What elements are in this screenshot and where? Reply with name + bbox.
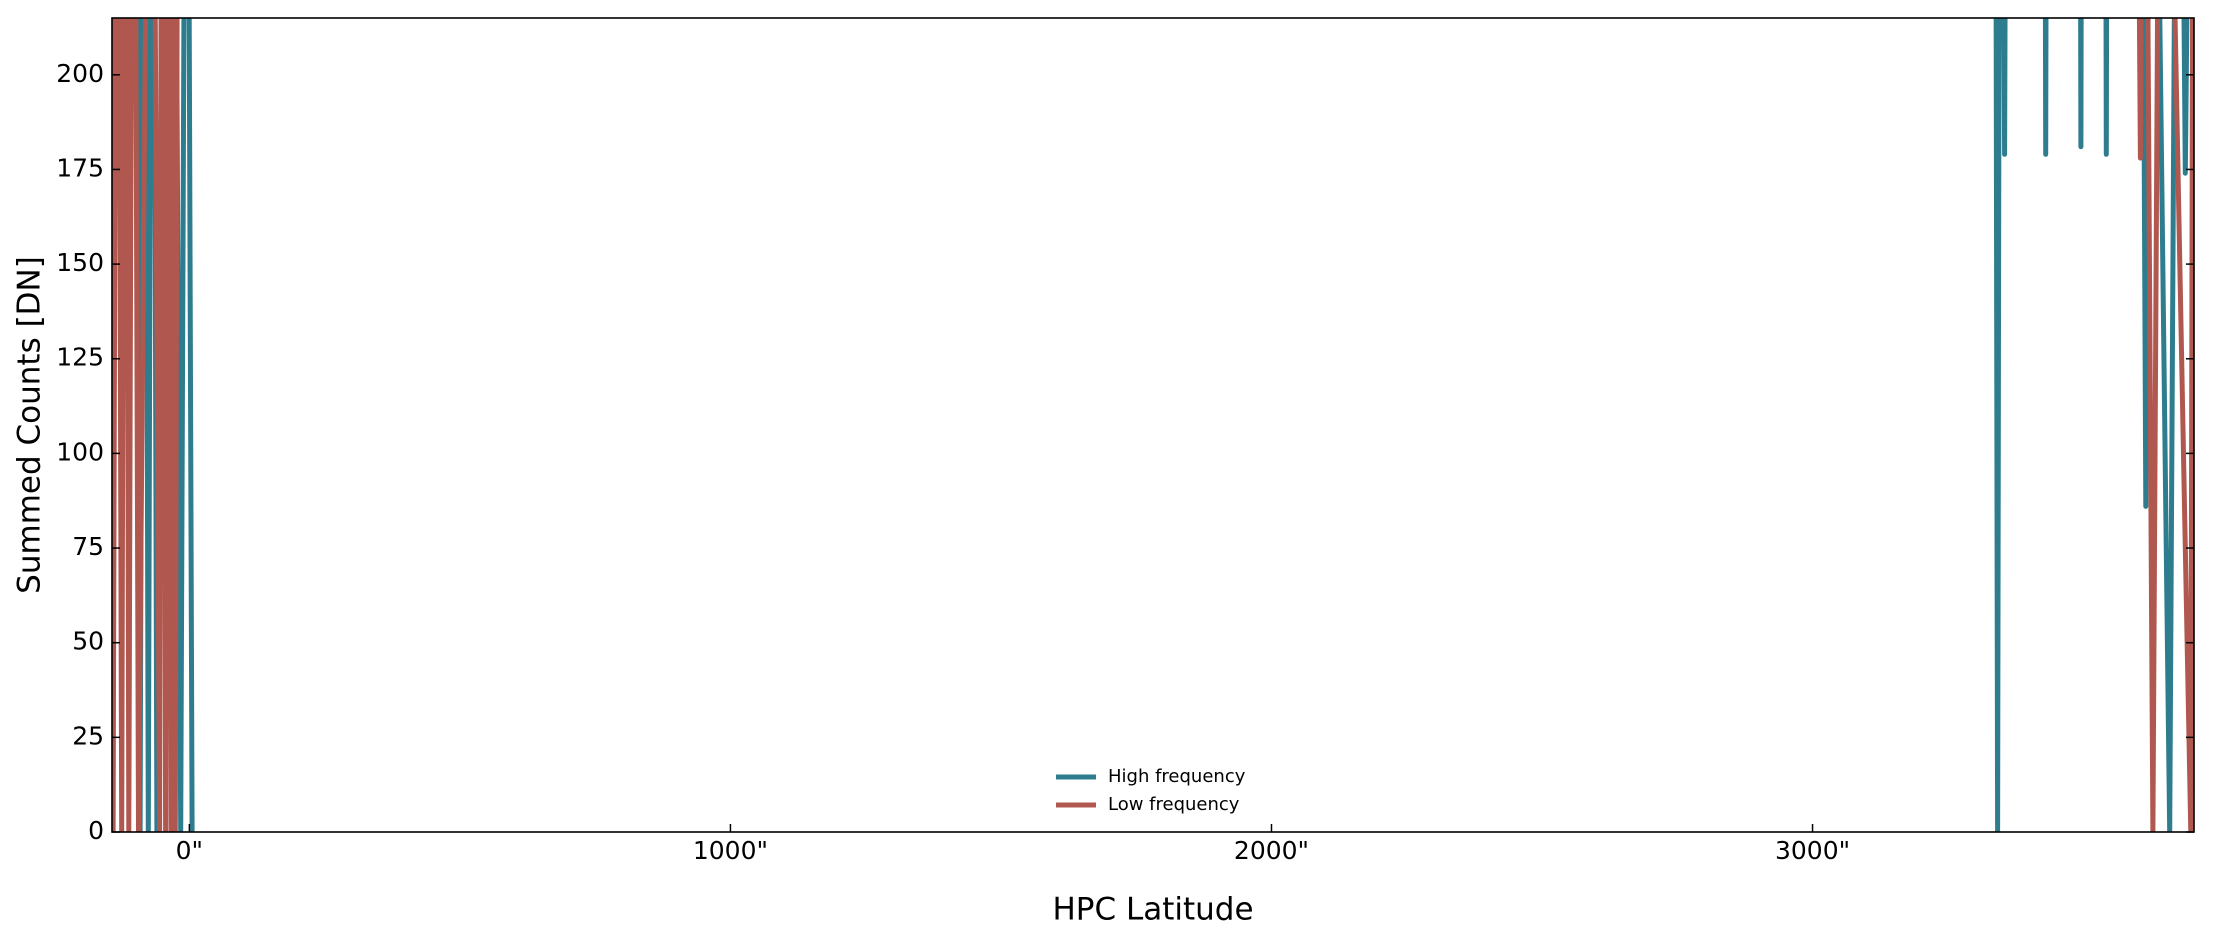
legend-label: High frequency xyxy=(1108,766,1246,787)
legend-label: Low frequency xyxy=(1108,794,1240,815)
y-tick-label: 75 xyxy=(72,532,104,561)
y-tick-label: 150 xyxy=(56,248,104,277)
line-series xyxy=(135,18,2190,832)
axes-frame xyxy=(111,17,2195,833)
y-tick-label: 100 xyxy=(56,437,104,466)
y-tick-label: 175 xyxy=(56,153,104,182)
y-axis-label: Summed Counts [DN] xyxy=(12,256,48,594)
line-series xyxy=(112,18,2194,832)
x-axis-label: HPC Latitude xyxy=(1052,892,1253,928)
y-tick-label: 0 xyxy=(88,816,104,845)
x-tick-label: 0" xyxy=(176,836,203,865)
y-tick-label: 200 xyxy=(56,59,104,88)
y-tick-label: 50 xyxy=(72,627,104,656)
y-tick-label: 25 xyxy=(72,721,104,750)
plot-area xyxy=(112,18,2194,832)
x-tick-label: 1000" xyxy=(693,836,768,865)
x-tick-label: 2000" xyxy=(1234,836,1309,865)
x-tick-label: 3000" xyxy=(1775,836,1850,865)
y-tick-label: 125 xyxy=(56,343,104,372)
